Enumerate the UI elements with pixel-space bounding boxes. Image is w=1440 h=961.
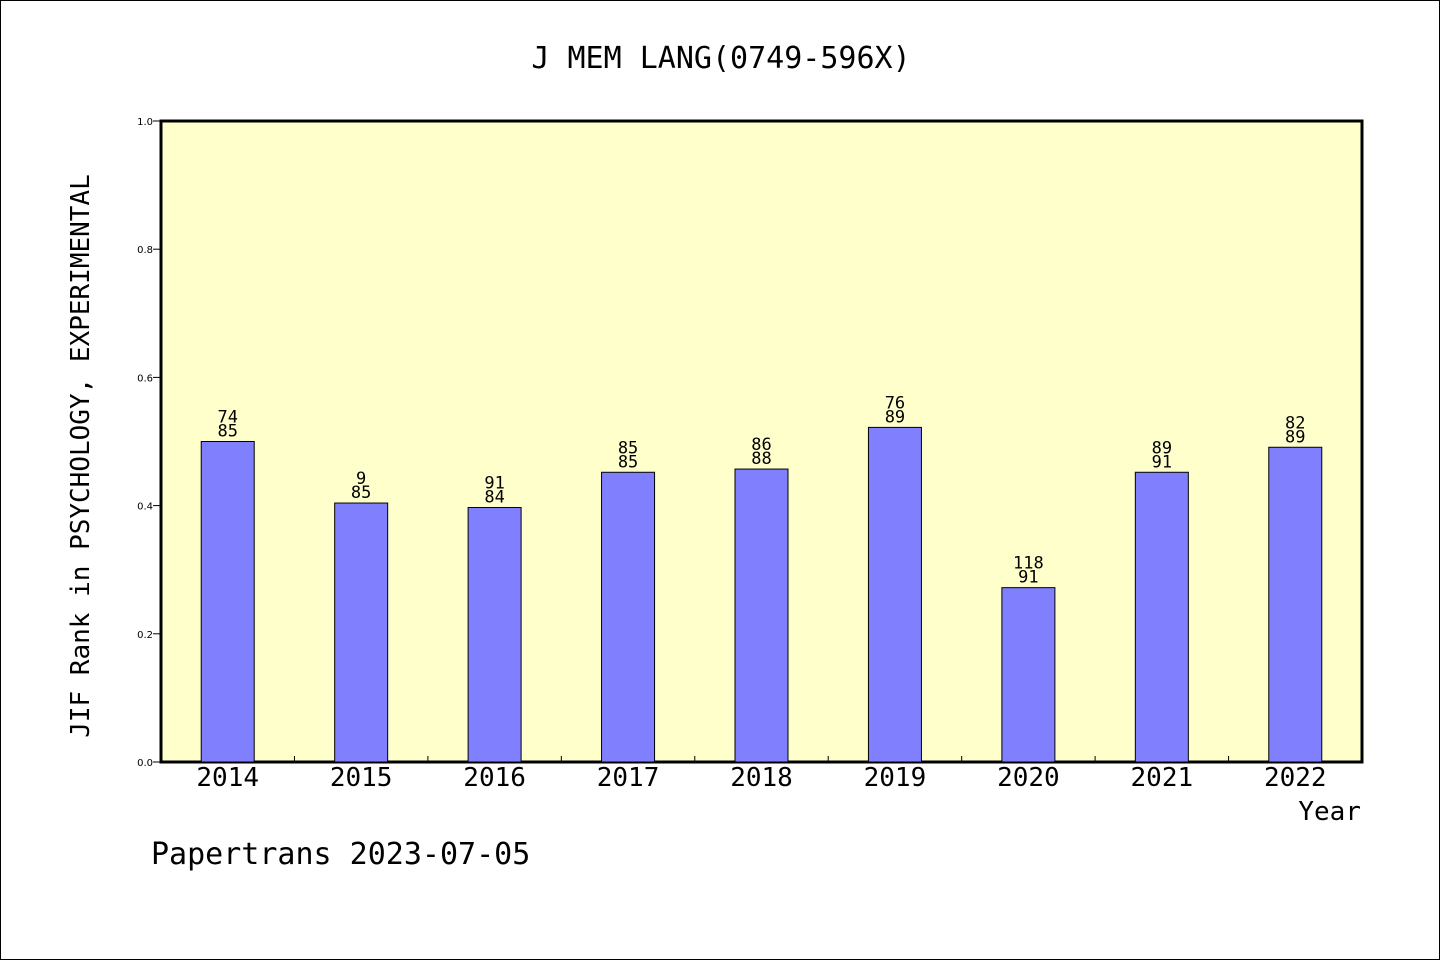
bar-rank-label-2015: 9 bbox=[356, 469, 366, 489]
bar-total-label-2019: 89 bbox=[885, 407, 905, 427]
bar-2018 bbox=[734, 468, 789, 763]
bar-2014 bbox=[200, 441, 255, 763]
x-axis-label: Year bbox=[1298, 797, 1361, 827]
x-tick-label-2014: 2014 bbox=[196, 763, 259, 793]
bars-layer bbox=[200, 426, 1323, 763]
bar-total-label-2017: 85 bbox=[618, 452, 638, 472]
x-tick-label-2019: 2019 bbox=[864, 763, 927, 793]
bar-total-label-2016: 84 bbox=[484, 488, 504, 508]
x-axis: 2014 2015 2016 2017 2018 2019 2020 2021 2022 bbox=[196, 756, 1327, 793]
y-axis: 0.0 0.2 0.4 0.6 0.8 1.0 bbox=[137, 117, 161, 769]
x-tick-label-2020: 2020 bbox=[997, 763, 1060, 793]
bar-2021 bbox=[1134, 471, 1189, 763]
y-tick-label: 0.2 bbox=[137, 630, 153, 641]
bar-rank-label-2014: 74 bbox=[217, 408, 237, 428]
bar-rank-label-2016: 91 bbox=[484, 474, 504, 494]
bar-total-label-2022: 89 bbox=[1285, 427, 1305, 447]
y-tick-label: 0.8 bbox=[137, 245, 153, 256]
footer-credit: Papertrans 2023-07-05 bbox=[151, 837, 530, 872]
x-tick-label-2022: 2022 bbox=[1264, 763, 1327, 793]
bar-rank-label-2017: 85 bbox=[618, 438, 638, 458]
x-tick-label-2021: 2021 bbox=[1131, 763, 1194, 793]
bar-2019 bbox=[867, 426, 922, 763]
bar-total-label-2014: 85 bbox=[217, 422, 237, 442]
chart-title: J MEM LANG(0749-596X) bbox=[531, 41, 910, 76]
bar-total-label-2020: 91 bbox=[1018, 568, 1038, 588]
bar-2017 bbox=[601, 471, 656, 763]
y-tick-label: 0.0 bbox=[137, 758, 153, 769]
y-axis-label: JIF Rank in PSYCHOLOGY, EXPERIMENTAL bbox=[66, 174, 96, 738]
x-tick-label-2016: 2016 bbox=[463, 763, 526, 793]
bar-2015 bbox=[334, 502, 389, 763]
bar-2016 bbox=[467, 507, 522, 763]
y-tick-label: 0.6 bbox=[137, 373, 153, 384]
bar-total-label-2018: 88 bbox=[751, 449, 771, 469]
bar-total-label-2015: 85 bbox=[351, 483, 371, 503]
bar-rank-label-2019: 76 bbox=[885, 393, 905, 413]
bar-2022 bbox=[1268, 446, 1323, 763]
bar-rank-label-2022: 82 bbox=[1285, 413, 1305, 433]
bar-rank-label-2018: 86 bbox=[751, 435, 771, 455]
bar-rank-label-2021: 89 bbox=[1152, 438, 1172, 458]
y-tick-label: 1.0 bbox=[137, 117, 153, 128]
bar-2020 bbox=[1001, 587, 1056, 763]
x-tick-label-2017: 2017 bbox=[597, 763, 660, 793]
x-tick-label-2018: 2018 bbox=[730, 763, 793, 793]
x-tick-label-2015: 2015 bbox=[330, 763, 393, 793]
y-tick-label: 0.4 bbox=[137, 502, 153, 513]
bar-rank-label-2020: 118 bbox=[1013, 554, 1044, 574]
bar-total-label-2021: 91 bbox=[1152, 452, 1172, 472]
